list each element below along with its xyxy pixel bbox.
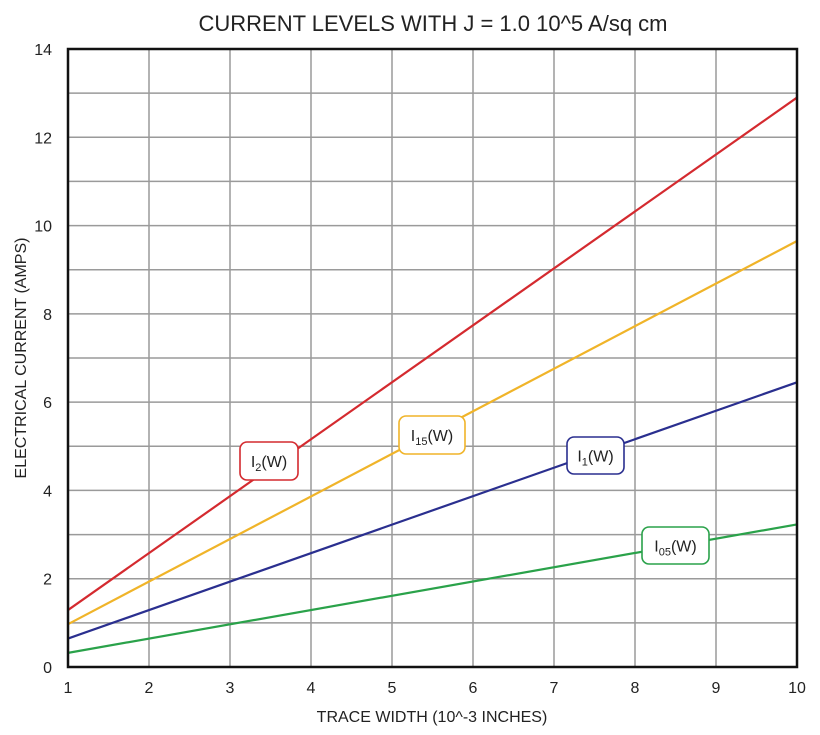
chart-title: CURRENT LEVELS WITH J = 1.0 10^5 A/sq cm bbox=[198, 11, 667, 36]
x-tick-labels: 1 2 3 4 5 6 7 8 9 10 bbox=[64, 680, 806, 697]
series-label-box bbox=[239, 441, 299, 481]
x-tick-label: 8 bbox=[631, 680, 640, 697]
series-label-text: I1(W) bbox=[577, 449, 613, 469]
y-tick-label: 14 bbox=[34, 42, 52, 59]
x-tick-label: 1 bbox=[64, 680, 73, 697]
x-tick-label: 2 bbox=[145, 680, 154, 697]
series-label-i15w: I15(W) bbox=[398, 415, 466, 455]
series-label-i1w: I1(W) bbox=[566, 436, 625, 475]
grid bbox=[68, 49, 797, 667]
x-tick-label: 9 bbox=[712, 680, 721, 697]
y-tick-label: 8 bbox=[43, 307, 52, 324]
x-tick-label: 10 bbox=[788, 680, 806, 697]
y-tick-label: 4 bbox=[43, 483, 52, 500]
x-tick-label: 5 bbox=[388, 680, 397, 697]
series-line-i2w bbox=[67, 96, 798, 611]
y-tick-label: 10 bbox=[34, 219, 52, 236]
x-tick-label: 3 bbox=[226, 680, 235, 697]
series-label-i2w: I2(W) bbox=[239, 441, 299, 481]
y-tick-label: 12 bbox=[34, 130, 52, 147]
x-tick-label: 4 bbox=[307, 680, 316, 697]
series-labels: I2(W) I15(W) I1(W) I05(W) bbox=[239, 415, 710, 565]
series-label-box bbox=[398, 415, 466, 455]
series-label-box bbox=[641, 526, 710, 565]
y-axis-label: ELECTRICAL CURRENT (AMPS) bbox=[13, 238, 30, 479]
series-line-i1w bbox=[67, 381, 798, 640]
series-label-text: I2(W) bbox=[251, 454, 287, 474]
series-label-box bbox=[566, 436, 625, 475]
x-tick-label: 6 bbox=[469, 680, 478, 697]
series-label-i05w: I05(W) bbox=[641, 526, 710, 565]
plot-frame bbox=[66, 47, 799, 669]
series-label-text: I05(W) bbox=[654, 539, 696, 559]
y-tick-labels: 0 2 4 6 8 10 12 14 bbox=[34, 42, 52, 677]
series-label-text: I15(W) bbox=[411, 428, 453, 448]
y-tick-label: 6 bbox=[43, 395, 52, 412]
x-tick-label: 7 bbox=[550, 680, 559, 697]
x-axis-label: TRACE WIDTH (10^-3 INCHES) bbox=[317, 709, 548, 726]
y-tick-label: 0 bbox=[43, 660, 52, 677]
y-tick-label: 2 bbox=[43, 572, 52, 589]
